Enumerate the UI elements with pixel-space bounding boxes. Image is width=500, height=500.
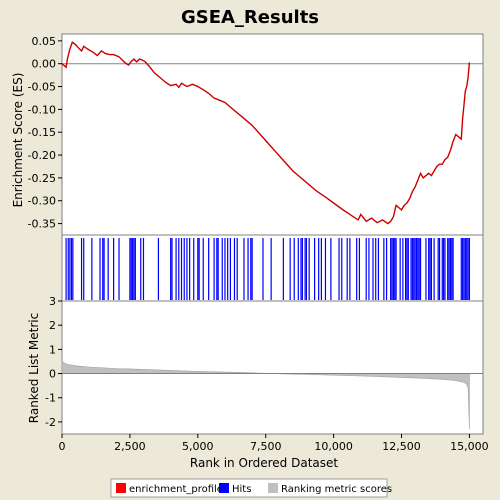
legend: enrichment_profile Hits Ranking metric s… bbox=[110, 478, 392, 498]
hits-panel bbox=[61, 234, 484, 302]
enrichment-profile-line bbox=[61, 41, 471, 225]
metric-ytick-label: 2 bbox=[49, 319, 56, 332]
legend-label-ranking: Ranking metric scores bbox=[281, 484, 392, 495]
es-ytick-label: 0.00 bbox=[32, 58, 57, 71]
xtick-label: 2,500 bbox=[114, 440, 146, 453]
legend-label-hits: Hits bbox=[232, 484, 251, 495]
ranked-metric-panel bbox=[61, 300, 484, 435]
xtick-label: 10,000 bbox=[314, 440, 353, 453]
hits-layer bbox=[65, 238, 471, 300]
legend-label-enrichment: enrichment_profile bbox=[129, 484, 223, 495]
enrichment-panel bbox=[61, 33, 484, 236]
es-ytick-label: 0.05 bbox=[32, 35, 57, 48]
x-axis-label: Rank in Ordered Dataset bbox=[190, 456, 338, 470]
legend-swatch-ranking bbox=[268, 483, 278, 493]
xtick-label: 7,500 bbox=[250, 440, 282, 453]
xtick-label: 0 bbox=[59, 440, 66, 453]
es-ytick-label: -0.30 bbox=[28, 195, 56, 208]
ranked-metric-layer bbox=[61, 359, 483, 430]
xtick-label: 12,500 bbox=[382, 440, 421, 453]
metric-ytick-label: 0 bbox=[49, 368, 56, 381]
es-ytick-label: -0.10 bbox=[28, 103, 56, 116]
es-ytick-label: -0.35 bbox=[28, 218, 56, 231]
es-ytick-label: -0.05 bbox=[28, 81, 56, 94]
es-ytick-label: -0.15 bbox=[28, 126, 56, 139]
xtick-label: 5,000 bbox=[182, 440, 214, 453]
legend-swatch-enrichment bbox=[116, 483, 126, 493]
legend-box bbox=[110, 478, 388, 498]
enrichment-layer bbox=[61, 41, 483, 225]
xtick-label: 15,000 bbox=[450, 440, 489, 453]
metric-axis-label: Ranked List Metric bbox=[27, 313, 41, 423]
metric-ytick-label: -2 bbox=[45, 416, 56, 429]
legend-swatch-hits bbox=[219, 483, 229, 493]
axes-layer: 0.05 0.00 -0.05 -0.10 -0.15 -0.20 -0.25 -0.30 -0… bbox=[28, 35, 489, 453]
es-axis-label: Enrichment Score (ES) bbox=[11, 73, 25, 208]
metric-ytick-label: 3 bbox=[49, 295, 56, 308]
es-ytick-label: -0.25 bbox=[28, 172, 56, 185]
es-ytick-label: -0.20 bbox=[28, 149, 56, 162]
chart-title: GSEA_Results bbox=[181, 7, 319, 28]
metric-ytick-label: -1 bbox=[45, 392, 56, 405]
metric-ytick-label: 1 bbox=[49, 343, 56, 356]
